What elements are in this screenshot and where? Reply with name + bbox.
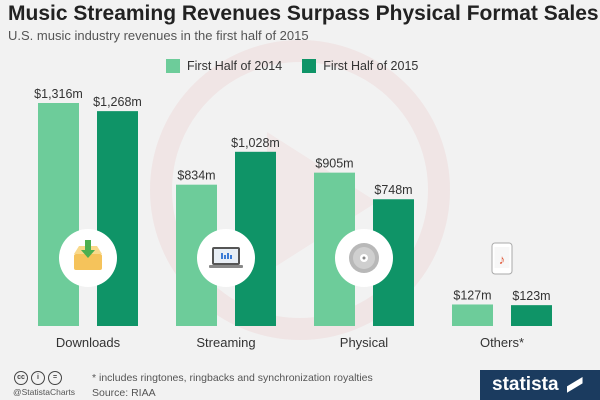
bar-value-label: $123m: [512, 289, 550, 303]
bar-group: $127m $123m Others* ♪: [452, 242, 552, 350]
bar-group: $905m $748m Physical: [314, 157, 414, 350]
phone-music-icon: ♪: [491, 242, 513, 275]
license-icons: cc i =: [14, 371, 62, 385]
cc-icon: cc: [14, 371, 28, 385]
bar-value-label: $1,316m: [34, 87, 83, 101]
legend-label-2014: First Half of 2014: [187, 59, 283, 73]
footnote: * includes ringtones, ringbacks and sync…: [92, 372, 373, 384]
chart-subtitle: U.S. music industry revenues in the firs…: [8, 28, 309, 43]
bar-value-label: $127m: [453, 288, 491, 302]
download-tray-icon: [59, 229, 117, 287]
category-label: Downloads: [56, 335, 121, 350]
category-label: Others*: [480, 335, 524, 350]
bar-value-label: $1,268m: [93, 95, 142, 109]
statista-logo[interactable]: statista: [480, 370, 600, 400]
legend-item-2015: First Half of 2015: [302, 59, 418, 73]
legend-item-2014: First Half of 2014: [166, 59, 282, 73]
bar-value-label: $834m: [177, 169, 215, 183]
bar-group: $1,316m $1,268m Downloads: [34, 87, 142, 350]
bar-others-2015: [511, 305, 552, 326]
svg-text:♪: ♪: [499, 252, 506, 267]
laptop-icon: [197, 229, 255, 287]
bar-value-label: $1,028m: [231, 136, 280, 150]
bar-value-label: $748m: [374, 183, 412, 197]
category-label: Streaming: [196, 335, 255, 350]
bar-downloads-2015: [97, 111, 138, 327]
attribution-icon: i: [31, 371, 45, 385]
legend-swatch-2014: [166, 59, 180, 73]
twitter-handle: @StatistaCharts: [13, 387, 76, 397]
source-line: Source: RIAA: [92, 387, 156, 399]
bar-downloads-2014: [38, 103, 79, 326]
bar-group: $834m $1,028m Streaming: [176, 136, 280, 350]
legend-swatch-2015: [302, 59, 317, 73]
statista-logo-text: statista: [492, 374, 559, 395]
bar-others-2014: [452, 304, 493, 326]
cd-disc-icon: [335, 229, 393, 287]
category-label: Physical: [340, 335, 389, 350]
chart-title: Music Streaming Revenues Surpass Physica…: [8, 2, 599, 25]
legend-label-2015: First Half of 2015: [323, 59, 419, 73]
chart-legend: First Half of 2014 First Half of 2015: [166, 59, 418, 73]
bar-value-label: $905m: [315, 157, 353, 171]
statista-mark-icon: [566, 377, 583, 393]
no-derivatives-icon: =: [48, 371, 62, 385]
